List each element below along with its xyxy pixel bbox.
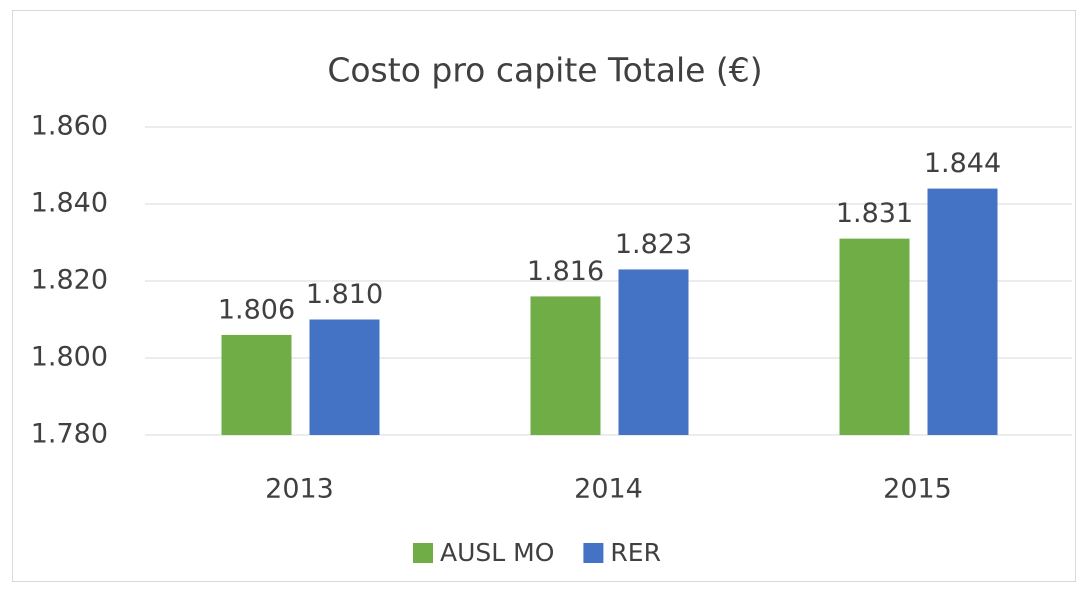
bar: [530, 296, 601, 435]
bar: [309, 319, 380, 435]
bar: [839, 238, 910, 435]
y-tick-label: 1.840: [31, 188, 108, 219]
data-label: 1.810: [306, 279, 383, 310]
data-label: 1.831: [836, 198, 913, 229]
data-label: 1.816: [527, 256, 604, 287]
legend-swatch: [413, 543, 433, 563]
y-tick-label: 1.780: [31, 419, 108, 450]
y-tick-label: 1.820: [31, 265, 108, 296]
data-label: 1.823: [615, 229, 692, 260]
x-tick-label: 2014: [574, 474, 643, 505]
y-tick-label: 1.800: [31, 342, 108, 373]
chart-title: Costo pro capite Totale (€): [327, 51, 762, 90]
data-label: 1.806: [218, 294, 295, 325]
bar: [618, 269, 689, 435]
bar: [927, 188, 998, 435]
legend-label: AUSL MO: [440, 538, 554, 567]
x-tick-label: 2013: [265, 474, 334, 505]
data-label: 1.844: [924, 148, 1001, 179]
x-tick-label: 2015: [883, 474, 952, 505]
legend-label: RER: [610, 538, 661, 567]
bar: [221, 334, 292, 435]
legend-swatch: [583, 543, 604, 563]
y-tick-label: 1.860: [31, 111, 108, 142]
